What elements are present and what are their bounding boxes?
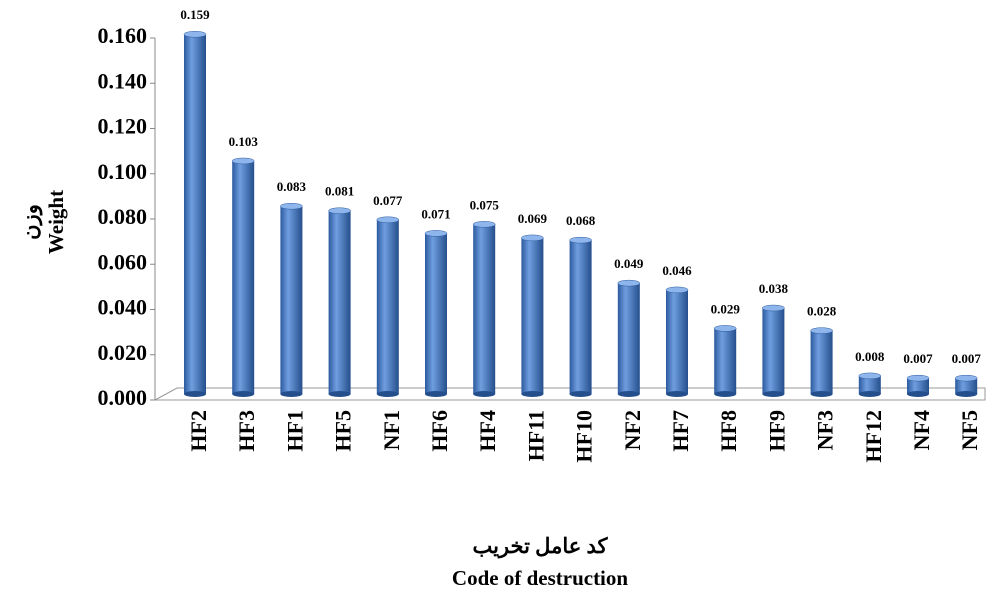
- y-tick-label: 0.000: [98, 385, 148, 410]
- bar-top: [858, 372, 882, 380]
- bar: [280, 206, 303, 394]
- x-tick-label: HF7: [668, 410, 693, 452]
- bar-base: [280, 391, 303, 397]
- x-tick-label: NF2: [620, 410, 645, 450]
- x-tick-label: HF12: [861, 410, 886, 463]
- bar-top: [231, 157, 255, 165]
- x-tick-label: NF4: [909, 410, 934, 450]
- value-label: 0.081: [325, 184, 354, 199]
- y-tick-label: 0.140: [98, 68, 148, 93]
- bar-top: [424, 230, 448, 237]
- value-label: 0.038: [759, 281, 789, 296]
- bar: [521, 237, 544, 394]
- bar: [617, 283, 640, 394]
- bar-base: [328, 391, 351, 397]
- bar-top: [376, 216, 400, 224]
- x-tick-label: NF3: [813, 410, 838, 450]
- value-label: 0.046: [662, 263, 692, 278]
- bar-top: [665, 286, 689, 294]
- x-tick-label: HF1: [282, 410, 307, 452]
- value-label: 0.071: [421, 206, 450, 221]
- bar-base: [184, 391, 206, 397]
- bar: [907, 378, 929, 394]
- bar: [666, 289, 688, 394]
- bar: [328, 210, 351, 394]
- bar-top: [183, 31, 207, 38]
- bar: [425, 233, 447, 394]
- bar-top: [762, 304, 785, 312]
- bar-base: [858, 391, 881, 397]
- x-tick-label: HF8: [716, 410, 741, 452]
- bar-top: [569, 236, 592, 244]
- bar-base: [521, 391, 544, 397]
- bar-base: [907, 391, 929, 397]
- value-label: 0.069: [518, 211, 548, 226]
- bar: [184, 34, 206, 394]
- bar-top: [280, 202, 303, 210]
- bar-base: [955, 391, 978, 397]
- bar: [810, 330, 833, 394]
- x-tick-label: HF6: [427, 410, 452, 452]
- y-tick-label: 0.160: [98, 23, 148, 48]
- bar-base: [473, 391, 496, 397]
- bar-base: [762, 391, 785, 397]
- x-tick-label: HF5: [331, 410, 356, 452]
- x-tick-label: HF11: [523, 410, 548, 461]
- value-label: 0.007: [903, 351, 933, 366]
- bar-base: [232, 391, 255, 397]
- value-label: 0.049: [614, 256, 644, 271]
- bar-top: [954, 374, 978, 382]
- value-label: 0.008: [855, 349, 885, 364]
- x-tick-label: HF4: [475, 410, 500, 452]
- y-tick-label: 0.120: [98, 114, 148, 139]
- y-axis-label-fa: وزن: [18, 204, 43, 240]
- value-label: 0.075: [470, 197, 500, 212]
- bar: [232, 160, 255, 394]
- bar-base: [376, 391, 399, 397]
- bar-top: [472, 221, 496, 228]
- x-axis-label: Code of destruction: [452, 566, 628, 590]
- bar: [473, 224, 496, 394]
- y-tick-label: 0.080: [98, 204, 148, 229]
- bar-base: [810, 391, 833, 397]
- bar: [569, 240, 592, 394]
- y-tick-label: 0.040: [98, 295, 148, 320]
- y-tick-label: 0.060: [98, 249, 148, 274]
- x-tick-label: HF10: [572, 410, 597, 463]
- value-label: 0.103: [229, 134, 259, 149]
- x-tick-label: NF5: [957, 410, 982, 450]
- x-tick-label: HF9: [764, 410, 789, 452]
- value-label: 0.077: [373, 193, 403, 208]
- bar-top: [713, 325, 737, 332]
- bar-top: [810, 327, 833, 334]
- value-label: 0.029: [711, 301, 741, 316]
- x-tick-label: HF2: [186, 410, 211, 452]
- bar: [714, 328, 737, 394]
- y-axis-label: Weight: [44, 190, 68, 254]
- bar: [762, 308, 785, 394]
- bar: [858, 375, 881, 394]
- x-tick-label: HF3: [234, 410, 259, 452]
- value-label: 0.028: [807, 304, 837, 319]
- value-label: 0.083: [277, 179, 307, 194]
- bar-base: [425, 391, 447, 397]
- y-tick-label: 0.100: [98, 159, 148, 184]
- value-label: 0.159: [180, 7, 210, 22]
- bar: [376, 219, 399, 394]
- bar-base: [666, 391, 688, 397]
- bar-base: [617, 391, 640, 397]
- bar-top: [521, 234, 544, 242]
- bar: [955, 378, 978, 394]
- bar-base: [569, 391, 592, 397]
- bar-top: [906, 374, 930, 382]
- value-label: 0.068: [566, 213, 596, 228]
- x-axis-label-fa: کد عامل تخریب: [472, 534, 608, 559]
- bar-top: [617, 279, 641, 287]
- x-tick-label: NF1: [379, 410, 404, 450]
- y-tick-label: 0.020: [98, 340, 148, 365]
- value-label: 0.007: [952, 351, 982, 366]
- bar-top: [328, 207, 351, 214]
- bar-base: [714, 391, 737, 397]
